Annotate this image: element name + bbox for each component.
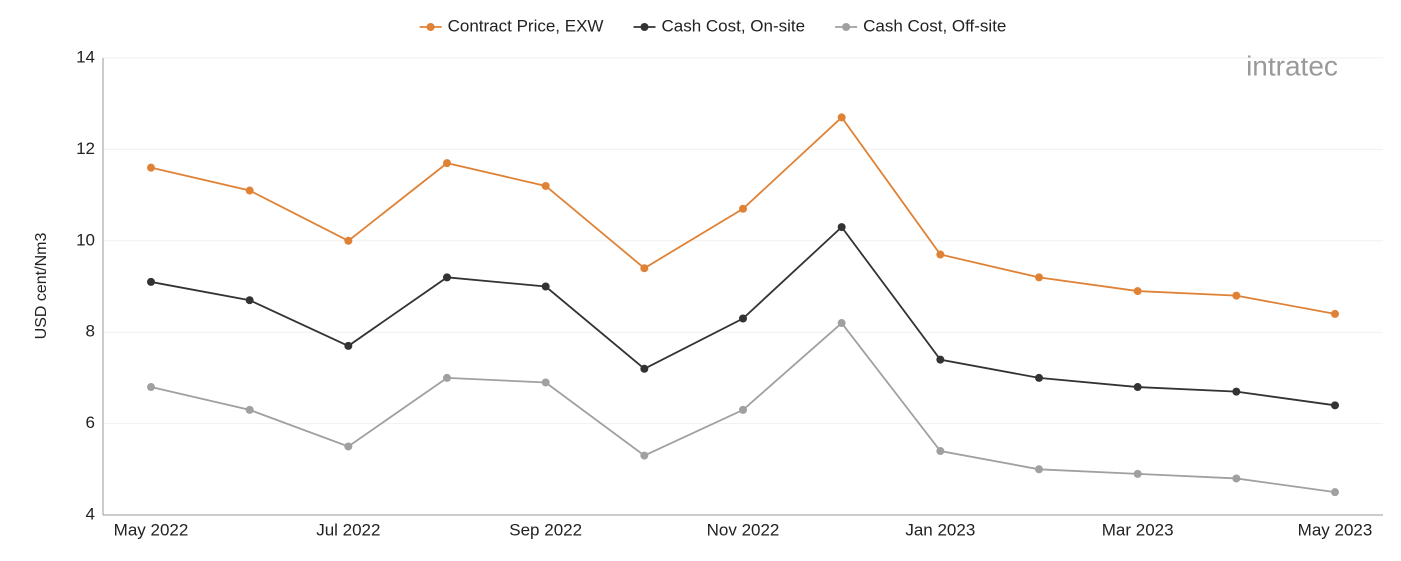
legend-label: Cash Cost, On-site: [661, 16, 805, 35]
data-point: [245, 405, 254, 414]
data-point: [344, 341, 353, 350]
data-point: [1133, 469, 1142, 478]
data-point: [443, 159, 451, 168]
legend-item[interactable]: Contract Price, EXW: [419, 16, 604, 35]
y-tick-label: 14: [76, 47, 95, 66]
legend-marker: [426, 23, 435, 31]
data-point: [1035, 273, 1043, 282]
x-tick-label: May 2022: [114, 520, 189, 539]
legend-item[interactable]: Cash Cost, Off-site: [835, 16, 1006, 35]
x-tick-label: Jul 2022: [316, 520, 380, 539]
data-point: [837, 113, 846, 122]
x-tick-label: Sep 2022: [509, 520, 582, 539]
data-point: [837, 319, 846, 328]
data-point: [837, 223, 846, 232]
data-point: [1331, 488, 1339, 497]
data-point: [640, 264, 649, 273]
y-axis-label: USD cent/Nm3: [33, 233, 50, 340]
y-tick-label: 12: [76, 139, 95, 158]
data-point: [443, 273, 451, 282]
series-line: [150, 116, 1336, 315]
data-point: [1133, 287, 1142, 296]
data-point: [739, 204, 747, 213]
data-point: [443, 373, 451, 382]
legend-marker: [640, 23, 649, 31]
data-point: [1232, 387, 1241, 396]
y-tick-label: 4: [86, 504, 95, 523]
legend-item[interactable]: Cash Cost, On-site: [633, 16, 805, 35]
x-tick-label: Mar 2023: [1102, 520, 1174, 539]
data-point: [541, 378, 550, 387]
data-point: [1331, 401, 1339, 410]
data-point: [245, 186, 254, 195]
data-point: [344, 236, 353, 245]
data-point: [147, 163, 155, 172]
data-point: [936, 355, 945, 364]
legend-label: Cash Cost, Off-site: [863, 16, 1006, 35]
data-point: [541, 282, 550, 291]
data-point: [1133, 383, 1142, 392]
data-point: [147, 383, 155, 392]
data-point: [936, 447, 945, 456]
data-point: [344, 442, 353, 451]
x-tick-label: May 2023: [1298, 520, 1373, 539]
data-point: [1035, 465, 1043, 474]
data-point: [1232, 474, 1241, 483]
data-point: [147, 277, 155, 286]
y-tick-label: 8: [86, 322, 95, 341]
data-point: [739, 405, 747, 414]
data-point: [1035, 373, 1043, 382]
legend-label: Contract Price, EXW: [448, 16, 604, 35]
y-tick-label: 6: [86, 413, 95, 432]
legend-marker: [842, 23, 851, 31]
x-tick-label: Nov 2022: [707, 520, 780, 539]
data-point: [541, 181, 550, 190]
data-point: [1232, 291, 1241, 300]
watermark: intratec: [1246, 50, 1338, 81]
data-point: [640, 364, 649, 373]
x-tick-label: Jan 2023: [905, 520, 975, 539]
data-point: [640, 451, 649, 460]
data-point: [245, 296, 254, 305]
data-point: [936, 250, 945, 259]
data-point: [739, 314, 747, 323]
y-tick-label: 10: [76, 230, 95, 249]
data-point: [1331, 309, 1339, 318]
